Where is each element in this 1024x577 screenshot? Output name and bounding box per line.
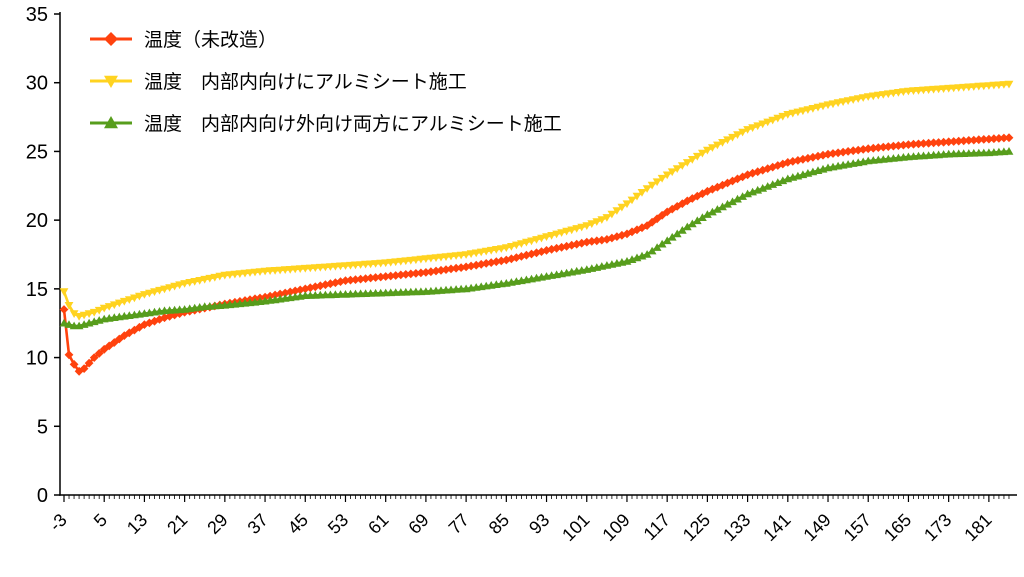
svg-text:133: 133 — [719, 510, 754, 545]
series-0 — [59, 133, 1014, 376]
svg-text:30: 30 — [26, 73, 48, 95]
series-1 — [59, 80, 1014, 321]
legend-item-inner-sheet: 温度 内部内向けにアルミシート施工 — [88, 64, 562, 97]
svg-text:45: 45 — [284, 510, 312, 538]
legend-swatch-both-sheets — [90, 115, 132, 128]
svg-text:10: 10 — [26, 348, 48, 370]
legend-label-both-sheets: 温度 内部内向け外向け両方にアルミシート施工 — [144, 114, 562, 135]
svg-text:149: 149 — [799, 510, 834, 545]
svg-text:181: 181 — [960, 510, 995, 545]
legend-swatch-inner-sheet — [90, 75, 132, 88]
svg-text:5: 5 — [90, 510, 111, 531]
legend-label-unmodified: 温度（未改造） — [144, 30, 278, 51]
svg-text:125: 125 — [679, 510, 714, 545]
series-2 — [59, 147, 1014, 330]
legend-label-inner-sheet: 温度 内部内向けにアルミシート施工 — [144, 72, 467, 93]
svg-text:69: 69 — [404, 510, 432, 538]
svg-text:0: 0 — [37, 485, 48, 507]
svg-text:85: 85 — [485, 510, 513, 538]
svg-text:20: 20 — [26, 210, 48, 232]
legend-item-both-sheets: 温度 内部内向け外向け両方にアルミシート施工 — [88, 106, 562, 139]
svg-text:117: 117 — [640, 510, 674, 544]
svg-text:-3: -3 — [45, 510, 70, 535]
svg-text:77: 77 — [445, 510, 473, 538]
svg-text:13: 13 — [123, 510, 151, 538]
svg-text:53: 53 — [324, 510, 352, 538]
legend-swatch-unmodified — [90, 31, 132, 46]
legend-item-unmodified: 温度（未改造） — [88, 22, 562, 55]
svg-text:141: 141 — [759, 510, 794, 545]
svg-text:35: 35 — [26, 4, 48, 26]
svg-text:15: 15 — [26, 279, 48, 301]
svg-text:109: 109 — [598, 510, 633, 545]
svg-text:21: 21 — [163, 510, 191, 538]
chart-legend: 温度（未改造） 温度 内部内向けにアルミシート施工 温度 内部内向け外向け両方に… — [88, 22, 562, 139]
svg-text:61: 61 — [364, 510, 392, 538]
svg-text:173: 173 — [920, 510, 955, 545]
svg-text:29: 29 — [203, 510, 231, 538]
svg-text:25: 25 — [26, 141, 48, 163]
svg-text:165: 165 — [880, 510, 915, 545]
svg-text:157: 157 — [840, 510, 875, 545]
svg-text:101: 101 — [558, 510, 593, 545]
svg-text:5: 5 — [37, 416, 48, 438]
svg-text:37: 37 — [244, 510, 272, 538]
svg-text:93: 93 — [525, 510, 553, 538]
